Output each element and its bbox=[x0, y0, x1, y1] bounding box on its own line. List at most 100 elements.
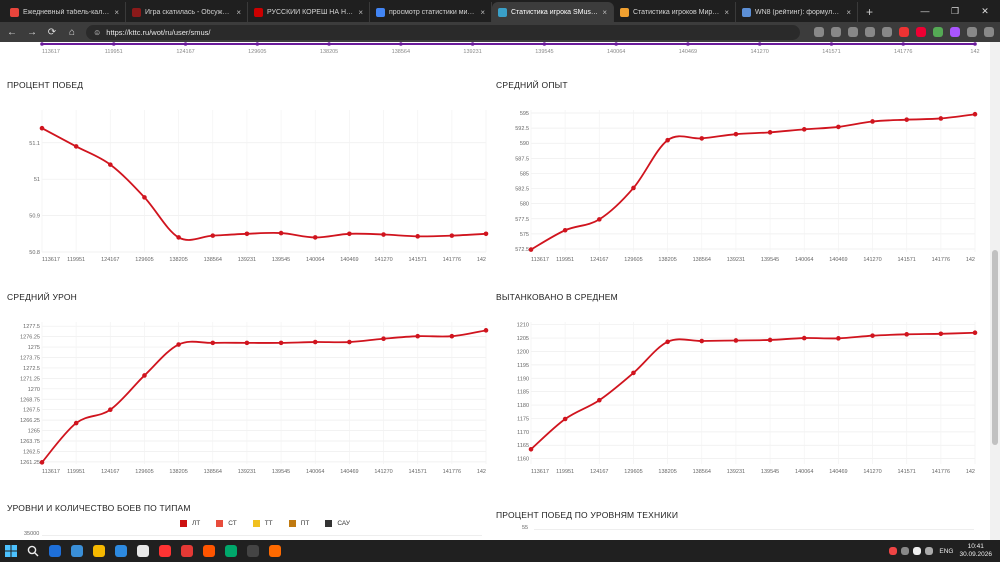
data-point[interactable] bbox=[665, 137, 670, 143]
data-point[interactable] bbox=[733, 131, 739, 137]
data-point[interactable] bbox=[449, 333, 455, 339]
data-point[interactable] bbox=[108, 407, 113, 413]
extension-icon[interactable] bbox=[984, 27, 994, 37]
extension-icon[interactable] bbox=[967, 27, 977, 37]
new-tab-button[interactable]: + bbox=[866, 5, 874, 19]
data-point[interactable] bbox=[312, 235, 318, 240]
data-point[interactable] bbox=[870, 119, 875, 124]
taskbar-app-5[interactable] bbox=[154, 540, 176, 562]
legend-item-0[interactable]: ЛТ bbox=[180, 520, 200, 527]
taskbar-app-1[interactable] bbox=[66, 540, 88, 562]
legend-item-4[interactable]: САУ bbox=[325, 520, 350, 527]
tab-close-icon[interactable]: × bbox=[358, 7, 363, 17]
taskbar-app-2[interactable] bbox=[88, 540, 110, 562]
data-point[interactable] bbox=[597, 397, 602, 403]
extension-icon[interactable] bbox=[899, 27, 909, 37]
data-point[interactable] bbox=[938, 116, 944, 121]
taskbar-app-4[interactable] bbox=[132, 540, 154, 562]
taskbar-app-10[interactable] bbox=[264, 540, 286, 562]
scrollbar-thumb[interactable] bbox=[992, 250, 998, 445]
extension-icon[interactable] bbox=[933, 27, 943, 37]
data-point[interactable] bbox=[870, 333, 875, 338]
data-point[interactable] bbox=[415, 234, 420, 239]
back-button[interactable]: ← bbox=[7, 26, 17, 38]
data-point[interactable] bbox=[278, 340, 284, 346]
legend-item-2[interactable]: ТТ bbox=[252, 520, 273, 527]
tab-close-icon[interactable]: × bbox=[480, 7, 485, 17]
data-point[interactable] bbox=[312, 339, 318, 345]
clock[interactable]: 10:41 30.09.2026 bbox=[959, 543, 992, 559]
tab-close-icon[interactable]: × bbox=[236, 7, 241, 17]
tab-2[interactable]: РУССКИЙ КОРЕШ НА НЕМЕЦКО... × bbox=[248, 2, 370, 22]
address-text[interactable]: https://kttc.ru/wot/ru/user/smus/ bbox=[106, 27, 211, 37]
tab-close-icon[interactable]: × bbox=[846, 7, 851, 17]
tab-close-icon[interactable]: × bbox=[724, 7, 729, 17]
minimize-button[interactable]: — bbox=[920, 6, 930, 16]
taskbar-app-7[interactable] bbox=[198, 540, 220, 562]
data-point[interactable] bbox=[244, 340, 250, 346]
data-point[interactable] bbox=[210, 340, 216, 346]
data-point[interactable] bbox=[665, 339, 670, 345]
home-button[interactable]: ⌂ bbox=[68, 26, 76, 38]
data-point[interactable] bbox=[801, 335, 807, 341]
extension-icon[interactable] bbox=[950, 27, 960, 37]
extension-icon[interactable] bbox=[865, 27, 875, 37]
tab-close-icon[interactable]: × bbox=[114, 7, 119, 17]
data-point[interactable] bbox=[142, 373, 147, 378]
data-point[interactable] bbox=[972, 330, 978, 336]
data-point[interactable] bbox=[836, 124, 841, 130]
extension-icon[interactable] bbox=[814, 27, 824, 37]
taskbar-app-8[interactable] bbox=[220, 540, 242, 562]
extension-icon[interactable] bbox=[916, 27, 926, 37]
data-point[interactable] bbox=[381, 232, 386, 237]
tab-0[interactable]: Ежедневный табель-календарь× bbox=[4, 2, 126, 22]
data-point[interactable] bbox=[801, 127, 807, 132]
data-point[interactable] bbox=[631, 185, 636, 191]
data-point[interactable] bbox=[449, 233, 455, 238]
data-point[interactable] bbox=[904, 332, 909, 337]
tab-5[interactable]: Статистика игроков Мира Танко... × bbox=[614, 2, 736, 22]
data-point[interactable] bbox=[142, 195, 147, 200]
data-point[interactable] bbox=[562, 227, 568, 233]
data-point[interactable] bbox=[73, 144, 79, 149]
data-point[interactable] bbox=[528, 446, 534, 452]
data-point[interactable] bbox=[562, 416, 568, 422]
data-point[interactable] bbox=[904, 117, 909, 122]
taskbar-app-6[interactable] bbox=[176, 540, 198, 562]
data-point[interactable] bbox=[176, 342, 181, 347]
data-point[interactable] bbox=[483, 328, 489, 333]
data-point[interactable] bbox=[176, 235, 181, 240]
extension-icon[interactable] bbox=[831, 27, 841, 37]
data-point[interactable] bbox=[631, 370, 636, 376]
data-point[interactable] bbox=[767, 130, 773, 135]
site-info-icon[interactable]: ⊜ bbox=[94, 27, 101, 37]
data-point[interactable] bbox=[836, 336, 841, 341]
search-button[interactable] bbox=[22, 540, 44, 562]
language-indicator[interactable]: ENG bbox=[939, 547, 954, 555]
address-bar[interactable]: ⊜ https://kttc.ru/wot/ru/user/smus/ bbox=[86, 24, 800, 40]
legend-item-1[interactable]: СТ bbox=[216, 520, 237, 527]
maximize-button[interactable]: ❐ bbox=[950, 5, 960, 16]
data-point[interactable] bbox=[483, 231, 489, 237]
data-point[interactable] bbox=[39, 460, 45, 465]
forward-button[interactable]: → bbox=[27, 26, 37, 38]
data-point[interactable] bbox=[767, 337, 773, 343]
extension-icon[interactable] bbox=[848, 27, 858, 37]
tab-6[interactable]: WN8 (рейтинг): формула и обсуж... × bbox=[736, 2, 858, 22]
data-point[interactable] bbox=[381, 336, 386, 342]
data-point[interactable] bbox=[39, 125, 45, 131]
data-point[interactable] bbox=[415, 333, 420, 339]
start-button[interactable] bbox=[0, 540, 22, 562]
data-point[interactable] bbox=[528, 247, 534, 252]
data-point[interactable] bbox=[108, 162, 113, 167]
data-point[interactable] bbox=[972, 111, 978, 117]
data-point[interactable] bbox=[597, 217, 602, 222]
tab-close-icon[interactable]: × bbox=[602, 7, 607, 17]
data-point[interactable] bbox=[938, 331, 944, 337]
data-point[interactable] bbox=[347, 339, 352, 345]
data-point[interactable] bbox=[210, 233, 216, 238]
legend-item-3[interactable]: ПТ bbox=[288, 520, 309, 527]
tab-1[interactable]: Игра скатилась - Обсуждение и... × bbox=[126, 2, 248, 22]
close-button[interactable]: ✕ bbox=[981, 5, 989, 16]
extension-icon[interactable] bbox=[882, 27, 892, 37]
